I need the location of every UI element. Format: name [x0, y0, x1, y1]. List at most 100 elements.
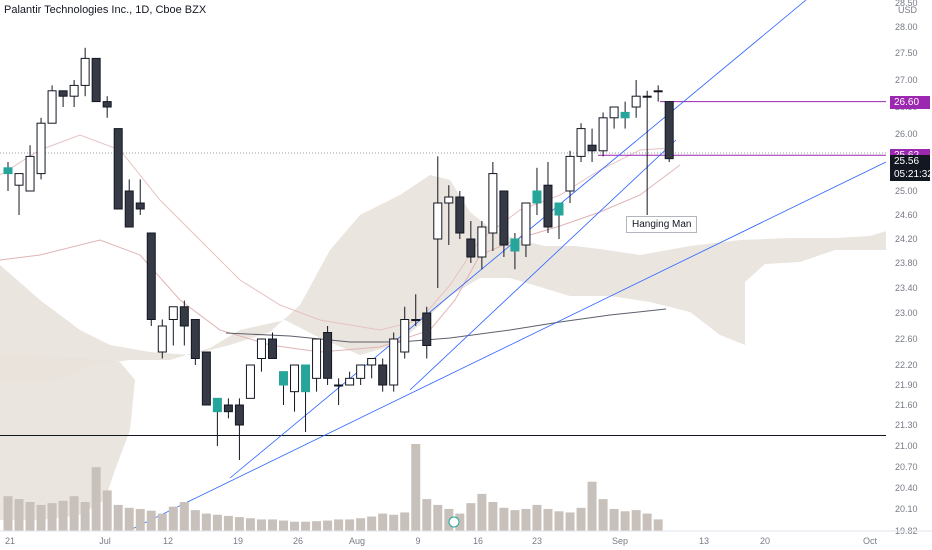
candle: [367, 358, 377, 379]
volume-bar: [400, 512, 410, 531]
candle: [477, 221, 487, 270]
volume-bar: [201, 513, 211, 531]
volume-bar: [576, 507, 586, 531]
candle: [543, 162, 553, 233]
candle-body: [91, 57, 101, 103]
candle: [135, 179, 145, 215]
time-tick-label: Sep: [612, 536, 628, 546]
candle: [102, 96, 112, 118]
candle-body: [301, 364, 311, 393]
candle-body: [102, 101, 112, 108]
candle: [290, 364, 300, 412]
volume-bar: [444, 508, 454, 531]
volume-bar: [113, 504, 123, 531]
volume-bar: [598, 499, 608, 531]
candle: [400, 306, 410, 359]
price-tick-label: 25.00: [895, 186, 918, 196]
volume-bar: [234, 517, 244, 531]
price-tick-label: 22.60: [895, 334, 918, 344]
candle: [157, 319, 167, 359]
candle: [664, 101, 674, 162]
volume-bar: [367, 516, 377, 531]
volume-bar: [631, 510, 641, 531]
time-tick-label: 9: [415, 536, 420, 546]
time-tick-label: Aug: [349, 536, 365, 546]
volume-bar: [91, 467, 101, 531]
volume-bar: [279, 520, 288, 531]
volume-bar: [554, 511, 564, 531]
price-tick-label: 27.50: [895, 48, 918, 58]
candle-body: [378, 364, 388, 386]
candle-body: [400, 319, 410, 353]
candle: [356, 364, 366, 385]
candle: [201, 351, 211, 406]
time-axis: 21 Jul 12 19 26 Aug 9 16 23 Sep 13 20 Oct: [5, 536, 878, 546]
volume-bar: [532, 504, 542, 531]
trendline-long: [127, 161, 887, 532]
candle: [444, 185, 454, 245]
candle: [466, 221, 476, 263]
candle: [47, 85, 57, 124]
volume-bar: [36, 504, 46, 531]
resistance-price-tag: 26.60: [890, 95, 930, 109]
price-tick-label: 28.50: [895, 0, 918, 8]
volume-bar: [47, 503, 57, 531]
candle: [653, 85, 663, 102]
candle: [80, 47, 90, 97]
candle: [521, 202, 531, 257]
candle-body: [323, 332, 333, 379]
candle: [267, 332, 277, 359]
volume-bar: [212, 514, 222, 531]
price-tick-label: 21.00: [895, 441, 918, 451]
volume-bar: [168, 506, 178, 531]
candle: [587, 128, 597, 162]
candle-body: [466, 238, 476, 258]
candle-body: [576, 128, 586, 157]
candle: [389, 332, 399, 392]
candle: [190, 319, 200, 365]
time-tick-label: 23: [532, 536, 542, 546]
candle: [334, 378, 344, 405]
price-axis-bg: [886, 0, 932, 550]
volume-bar: [80, 502, 90, 531]
candle-body: [146, 232, 156, 320]
candle: [234, 398, 244, 460]
candle-body: [532, 190, 542, 204]
price-tick-label: 23.40: [895, 283, 918, 293]
candle-body: [256, 338, 266, 359]
trendline-short: [409, 139, 677, 391]
candle-body: [543, 184, 553, 228]
candle-body: [587, 144, 597, 152]
volume-bar: [179, 502, 189, 531]
time-tick-label: Jul: [99, 536, 111, 546]
candle-body: [212, 397, 222, 413]
price-tick-label: 27.00: [895, 75, 918, 85]
candle: [433, 156, 443, 288]
candle-body: [3, 167, 13, 175]
price-tick-label: 23.80: [895, 258, 918, 268]
candle-body: [631, 95, 641, 108]
price-tick-label: 21.60: [895, 400, 918, 410]
volume-bar: [345, 519, 355, 531]
volume-bar: [356, 518, 366, 531]
candle: [576, 123, 586, 162]
volume-bar: [256, 519, 266, 531]
candle-body: [444, 196, 454, 204]
candle: [378, 358, 388, 392]
candle-body: [58, 90, 68, 97]
candle-body: [36, 122, 46, 175]
time-tick-label: 20: [760, 536, 770, 546]
volume-bar: [312, 521, 322, 531]
candle-body: [25, 155, 35, 192]
volume-bar: [245, 518, 255, 531]
candle: [168, 306, 178, 346]
candle: [499, 190, 509, 257]
volume-bar: [334, 519, 344, 531]
candle-body: [356, 364, 366, 379]
candle-body: [565, 155, 575, 192]
candle: [58, 90, 68, 107]
candle-body: [113, 128, 123, 210]
volume-bar: [466, 503, 476, 531]
